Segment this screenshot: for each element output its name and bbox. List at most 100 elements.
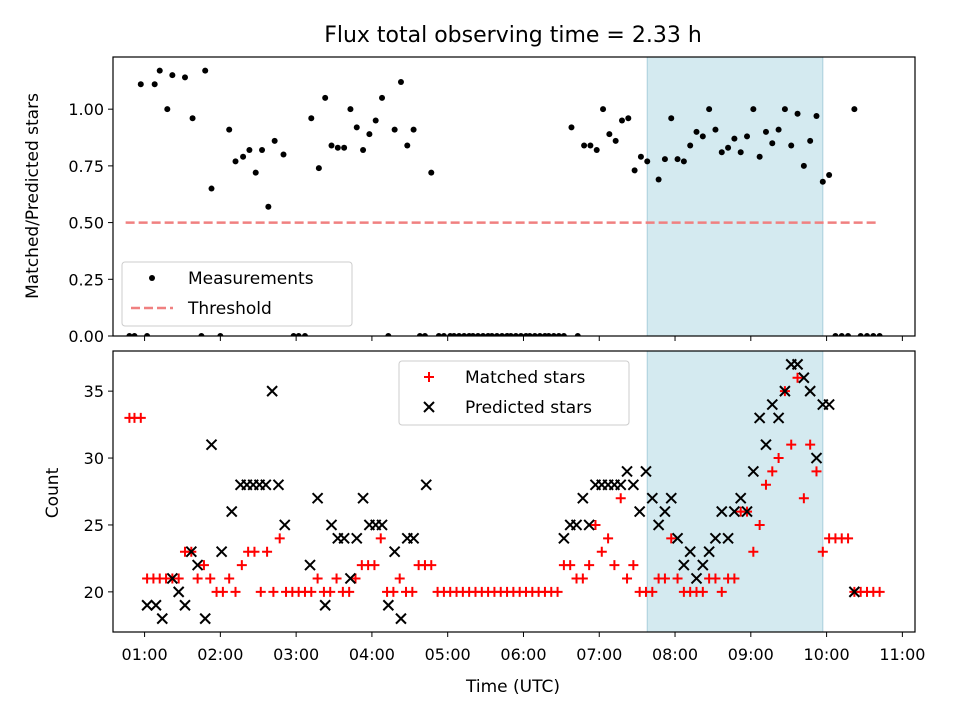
predicted-stars-point: [156, 612, 168, 625]
predicted-stars-point: [338, 532, 350, 545]
measurements-point: [687, 142, 694, 149]
legend-box: [398, 360, 630, 426]
measurements-point: [655, 176, 662, 183]
matched-stars-point: [236, 560, 247, 571]
measurements-point: [416, 333, 423, 336]
predicted-stars-point: [205, 438, 218, 451]
matched-stars-point: [173, 573, 184, 584]
measurements-point: [625, 115, 632, 122]
matched-stars-point: [344, 586, 355, 597]
predicted-stars-point: [311, 492, 324, 504]
matched-stars-point: [312, 573, 323, 584]
matched-stars-point: [198, 560, 209, 571]
measurements-point: [493, 333, 500, 336]
measurements-point: [725, 144, 732, 151]
measurements-point: [181, 74, 188, 81]
measurements-point: [391, 126, 398, 133]
measurements-point: [838, 333, 845, 336]
measurements-point: [851, 106, 858, 113]
predicted-stars-point: [179, 599, 191, 611]
predicted-stars-point: [272, 479, 285, 491]
measurements-point: [246, 147, 253, 153]
measurements-point: [232, 158, 239, 165]
matched-stars-point: [716, 586, 727, 597]
predicted-stars-point: [279, 519, 291, 531]
observing-span: [646, 350, 824, 633]
measurements-point: [290, 333, 297, 336]
measurements-point: [762, 128, 769, 135]
series-group: [124, 358, 885, 625]
matched-stars-point: [609, 560, 620, 571]
predicted-stars-point: [226, 505, 238, 518]
measurements-point: [788, 142, 795, 149]
measurements-point: [126, 333, 133, 336]
measurements-point: [555, 333, 562, 336]
x-tick-label: 03:00: [273, 645, 319, 664]
matched-stars-point: [622, 573, 633, 584]
measurements-point: [440, 333, 447, 336]
measurements-point: [744, 133, 751, 140]
measurements-point: [189, 115, 196, 122]
matched-stars-point: [205, 573, 216, 584]
bottom-xlabel: Time (UTC): [465, 677, 560, 697]
matched-stars-point: [603, 533, 614, 544]
measurements-point: [265, 203, 272, 210]
legend: Measurements Threshold: [121, 261, 353, 327]
matched-stars-point: [697, 586, 708, 597]
legend-label: Matched stars: [465, 368, 585, 388]
measurements-point: [198, 333, 205, 336]
predicted-stars-point: [766, 398, 778, 411]
predicted-stars-point: [266, 385, 278, 397]
matched-stars-point: [565, 560, 576, 571]
measurements-point: [712, 126, 719, 133]
measurements-point: [428, 169, 435, 176]
measurements-point: [750, 106, 757, 113]
matched-stars-point: [748, 546, 759, 557]
predicted-stars-point: [577, 492, 589, 504]
x-tick-label: 06:00: [500, 645, 546, 664]
matched-stars-point: [754, 519, 765, 530]
predicted-stars-point: [659, 505, 671, 518]
matched-stars-point: [331, 573, 342, 584]
measurements-point: [475, 333, 482, 336]
matched-stars-point: [426, 560, 437, 571]
bottom-ylabel: Count: [43, 467, 63, 518]
predicted-stars-point: [779, 385, 791, 397]
measurements-point: [353, 124, 360, 131]
measurements-point: [397, 78, 404, 85]
y-tick-label: 20: [84, 583, 104, 602]
measurements-point: [164, 106, 171, 113]
y-tick-label: 0.25: [68, 270, 104, 289]
measurements-point: [769, 140, 776, 147]
measurements-point: [366, 131, 373, 138]
measurements-point: [574, 333, 581, 336]
matched-stars-point: [798, 493, 809, 504]
measurements-point: [451, 333, 458, 336]
x-tick-label: 07:00: [576, 645, 622, 664]
predicted-stars-point: [382, 599, 395, 611]
measurements-point: [385, 333, 392, 336]
measurements-point: [169, 72, 176, 79]
measurements-point: [308, 115, 315, 122]
predicted-stars-point: [570, 519, 583, 531]
legend-label: Threshold: [187, 299, 272, 319]
predicted-stars-point: [684, 546, 696, 558]
measurements-point: [301, 333, 308, 336]
measurements-point: [347, 106, 354, 113]
predicted-stars-point: [753, 412, 766, 424]
legend: Matched stars Predicted stars: [398, 360, 630, 426]
plot-frame: [112, 350, 916, 633]
matched-stars-point: [666, 533, 677, 544]
measurements-point: [737, 149, 744, 156]
matched-stars-point: [792, 372, 803, 383]
measurements-point: [612, 137, 619, 144]
predicted-stars-point: [185, 546, 198, 558]
predicted-stars-point: [791, 358, 804, 371]
measurements-point: [295, 333, 302, 336]
x-tick-label: 08:00: [652, 645, 698, 664]
measurements-point: [144, 333, 151, 336]
predicted-stars-point: [848, 586, 861, 598]
predicted-stars-point: [716, 505, 728, 518]
predicted-stars-point: [697, 559, 709, 571]
predicted-stars-point: [191, 559, 204, 571]
